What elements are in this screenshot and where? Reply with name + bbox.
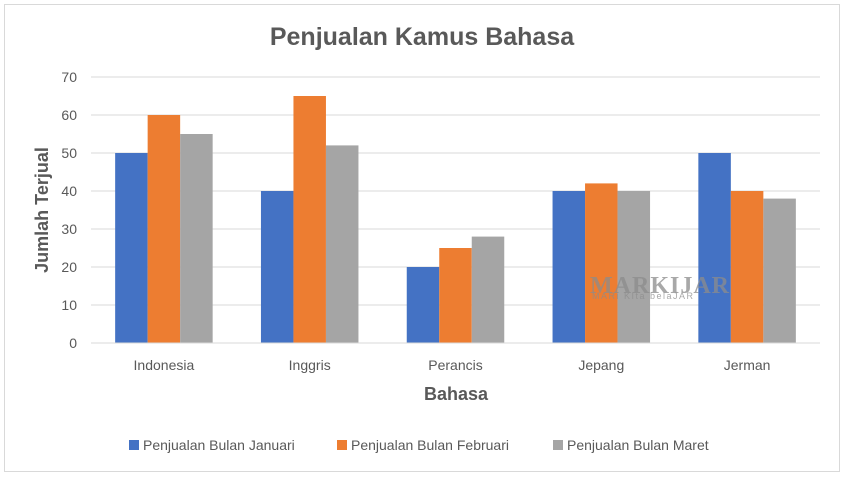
legend: Penjualan Bulan Januari Penjualan Bulan F… bbox=[129, 437, 709, 453]
watermark-title: MARKIJAR bbox=[590, 273, 730, 299]
x-tick-label: Inggris bbox=[289, 357, 331, 373]
y-tick-label: 60 bbox=[61, 107, 77, 123]
y-tick-label: 50 bbox=[61, 145, 77, 161]
bar-jepang-2 bbox=[585, 183, 618, 343]
x-tick-label: Indonesia bbox=[134, 357, 195, 373]
bar-inggris-2 bbox=[293, 96, 326, 343]
y-axis-title: Jumlah Terjual bbox=[32, 147, 52, 273]
legend-swatch bbox=[553, 440, 563, 450]
chart-title: Penjualan Kamus Bahasa bbox=[270, 23, 575, 51]
x-axis-title: Bahasa bbox=[424, 384, 489, 404]
bar-indonesia-1 bbox=[115, 153, 148, 343]
y-axis-ticks: 0 10 20 30 40 50 60 70 bbox=[61, 69, 77, 351]
bar-jerman-1 bbox=[698, 153, 731, 343]
bars bbox=[115, 96, 796, 343]
y-tick-label: 70 bbox=[61, 69, 77, 85]
legend-label: Penjualan Bulan Maret bbox=[567, 437, 709, 453]
y-tick-label: 10 bbox=[61, 297, 77, 313]
bar-perancis-2 bbox=[439, 248, 472, 343]
y-tick-label: 0 bbox=[69, 335, 77, 351]
bar-indonesia-2 bbox=[147, 115, 181, 343]
bar-perancis-1 bbox=[406, 267, 440, 343]
watermark: MARKIJAR MARi KIta belaJAR bbox=[590, 273, 730, 301]
x-tick-label: Perancis bbox=[428, 357, 482, 373]
bar-inggris-1 bbox=[260, 191, 294, 343]
y-tick-label: 30 bbox=[61, 221, 77, 237]
x-axis-ticks: Indonesia Inggris Perancis Jepang Jerman bbox=[134, 357, 771, 373]
y-tick-label: 40 bbox=[61, 183, 77, 199]
x-tick-label: Jerman bbox=[724, 357, 771, 373]
bar-indonesia-3 bbox=[180, 134, 213, 343]
bar-jerman-2 bbox=[730, 191, 764, 343]
y-tick-label: 20 bbox=[61, 259, 77, 275]
bar-jepang-3 bbox=[617, 191, 651, 343]
bar-jerman-3 bbox=[763, 198, 796, 343]
bar-perancis-3 bbox=[471, 236, 505, 343]
legend-swatch bbox=[337, 440, 347, 450]
legend-swatch bbox=[129, 440, 139, 450]
legend-label: Penjualan Bulan Januari bbox=[143, 437, 295, 453]
bar-inggris-3 bbox=[325, 145, 359, 343]
legend-label: Penjualan Bulan Februari bbox=[351, 437, 509, 453]
bar-jepang-1 bbox=[552, 191, 586, 343]
x-tick-label: Jepang bbox=[578, 357, 624, 373]
watermark-subtitle: MARi KIta belaJAR bbox=[592, 291, 695, 301]
